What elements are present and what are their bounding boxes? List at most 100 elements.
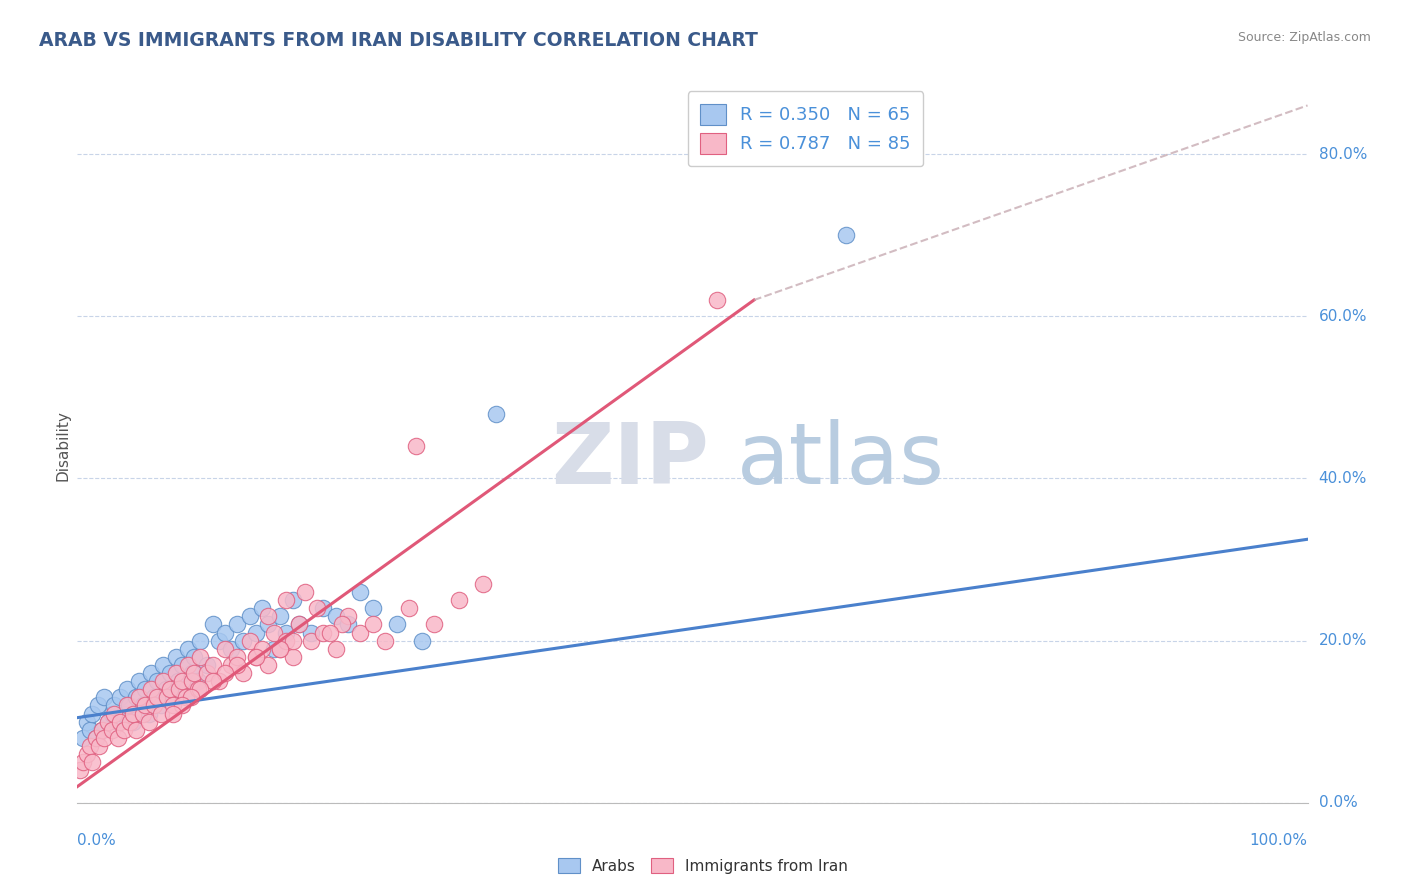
Point [150, 698, 173, 713]
Point [141, 682, 163, 697]
Point [349, 625, 371, 640]
Point [226, 649, 249, 664]
Point [170, 698, 193, 713]
Point [121, 706, 143, 721]
Point [84, 731, 107, 745]
Text: ZIP: ZIP [551, 418, 709, 502]
Point [485, 407, 508, 421]
Point [201, 617, 224, 632]
Point [121, 714, 143, 729]
Point [208, 633, 231, 648]
Point [195, 657, 218, 672]
Point [156, 690, 179, 705]
Point [239, 609, 262, 624]
Point [72, 756, 94, 770]
Text: 40.0%: 40.0% [1319, 471, 1367, 486]
Text: Source: ZipAtlas.com: Source: ZipAtlas.com [1237, 31, 1371, 45]
Point [281, 649, 304, 664]
Text: 60.0%: 60.0% [1319, 309, 1367, 324]
Point [103, 706, 125, 721]
Point [107, 714, 129, 729]
Point [146, 674, 169, 689]
Point [152, 657, 174, 672]
Point [82, 756, 104, 770]
Point [232, 633, 254, 648]
Point [174, 682, 197, 697]
Text: 100.0%: 100.0% [1250, 833, 1308, 848]
Point [69, 764, 91, 778]
Point [276, 625, 298, 640]
Point [174, 690, 197, 705]
Point [214, 641, 236, 656]
Point [125, 690, 148, 705]
Point [281, 633, 304, 648]
Point [263, 641, 285, 656]
Text: 80.0%: 80.0% [1319, 146, 1367, 161]
Point [294, 585, 316, 599]
Point [706, 293, 728, 307]
Point [269, 641, 291, 656]
Point [276, 633, 298, 648]
Point [146, 690, 169, 705]
Point [288, 617, 311, 632]
Point [79, 723, 101, 737]
Point [138, 714, 160, 729]
Point [232, 666, 254, 681]
Point [170, 657, 193, 672]
Point [150, 706, 173, 721]
Point [398, 601, 420, 615]
Point [288, 617, 311, 632]
Text: 20.0%: 20.0% [1319, 633, 1367, 648]
Text: ARAB VS IMMIGRANTS FROM IRAN DISABILITY CORRELATION CHART: ARAB VS IMMIGRANTS FROM IRAN DISABILITY … [39, 31, 758, 50]
Point [361, 601, 384, 615]
Point [423, 617, 446, 632]
Point [337, 617, 360, 632]
Point [257, 609, 280, 624]
Point [180, 690, 202, 705]
Point [208, 674, 231, 689]
Point [447, 593, 470, 607]
Point [257, 657, 280, 672]
Point [90, 723, 114, 737]
Point [103, 698, 125, 713]
Point [269, 609, 291, 624]
Point [219, 641, 242, 656]
Point [131, 698, 153, 713]
Point [79, 739, 101, 753]
Legend: Arabs, Immigrants from Iran: Arabs, Immigrants from Iran [553, 852, 853, 880]
Point [159, 682, 181, 697]
Point [118, 698, 141, 713]
Point [128, 690, 150, 705]
Point [250, 641, 273, 656]
Point [330, 617, 353, 632]
Point [318, 625, 340, 640]
Point [165, 666, 187, 681]
Point [93, 690, 115, 705]
Point [325, 641, 347, 656]
Point [187, 674, 209, 689]
Point [226, 617, 249, 632]
Point [125, 723, 148, 737]
Point [93, 731, 115, 745]
Point [219, 657, 242, 672]
Point [134, 682, 156, 697]
Point [187, 682, 209, 697]
Point [134, 698, 156, 713]
Point [312, 625, 335, 640]
Point [337, 609, 360, 624]
Point [167, 674, 190, 689]
Point [307, 601, 329, 615]
Point [411, 633, 433, 648]
Point [155, 682, 177, 697]
Point [245, 649, 267, 664]
Point [269, 641, 291, 656]
Point [115, 682, 138, 697]
Point [97, 714, 120, 729]
Point [245, 649, 267, 664]
Point [177, 657, 200, 672]
Point [214, 625, 236, 640]
Point [374, 633, 396, 648]
Point [76, 714, 98, 729]
Point [110, 714, 132, 729]
Point [325, 609, 347, 624]
